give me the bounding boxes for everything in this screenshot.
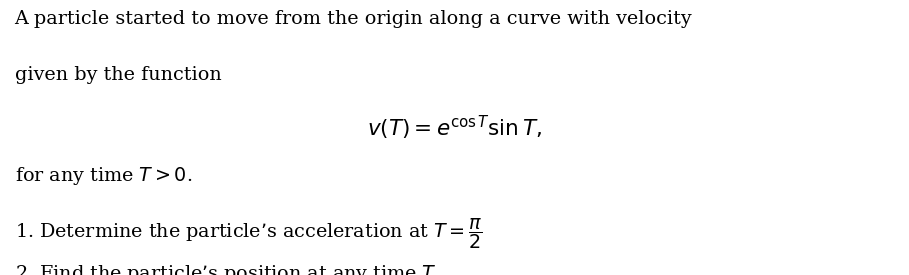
Text: given by the function: given by the function [15,66,221,84]
Text: 1. Determine the particle’s acceleration at $T = \dfrac{\pi}{2}$: 1. Determine the particle’s acceleration… [15,216,482,251]
Text: for any time $T > 0$.: for any time $T > 0$. [15,165,192,187]
Text: $v(T) = e^{\cos T}\sin T,$: $v(T) = e^{\cos T}\sin T,$ [367,114,542,142]
Text: A particle started to move from the origin along a curve with velocity: A particle started to move from the orig… [15,10,692,28]
Text: 2. Find the particle’s position at any time $T$.: 2. Find the particle’s position at any t… [15,263,439,275]
